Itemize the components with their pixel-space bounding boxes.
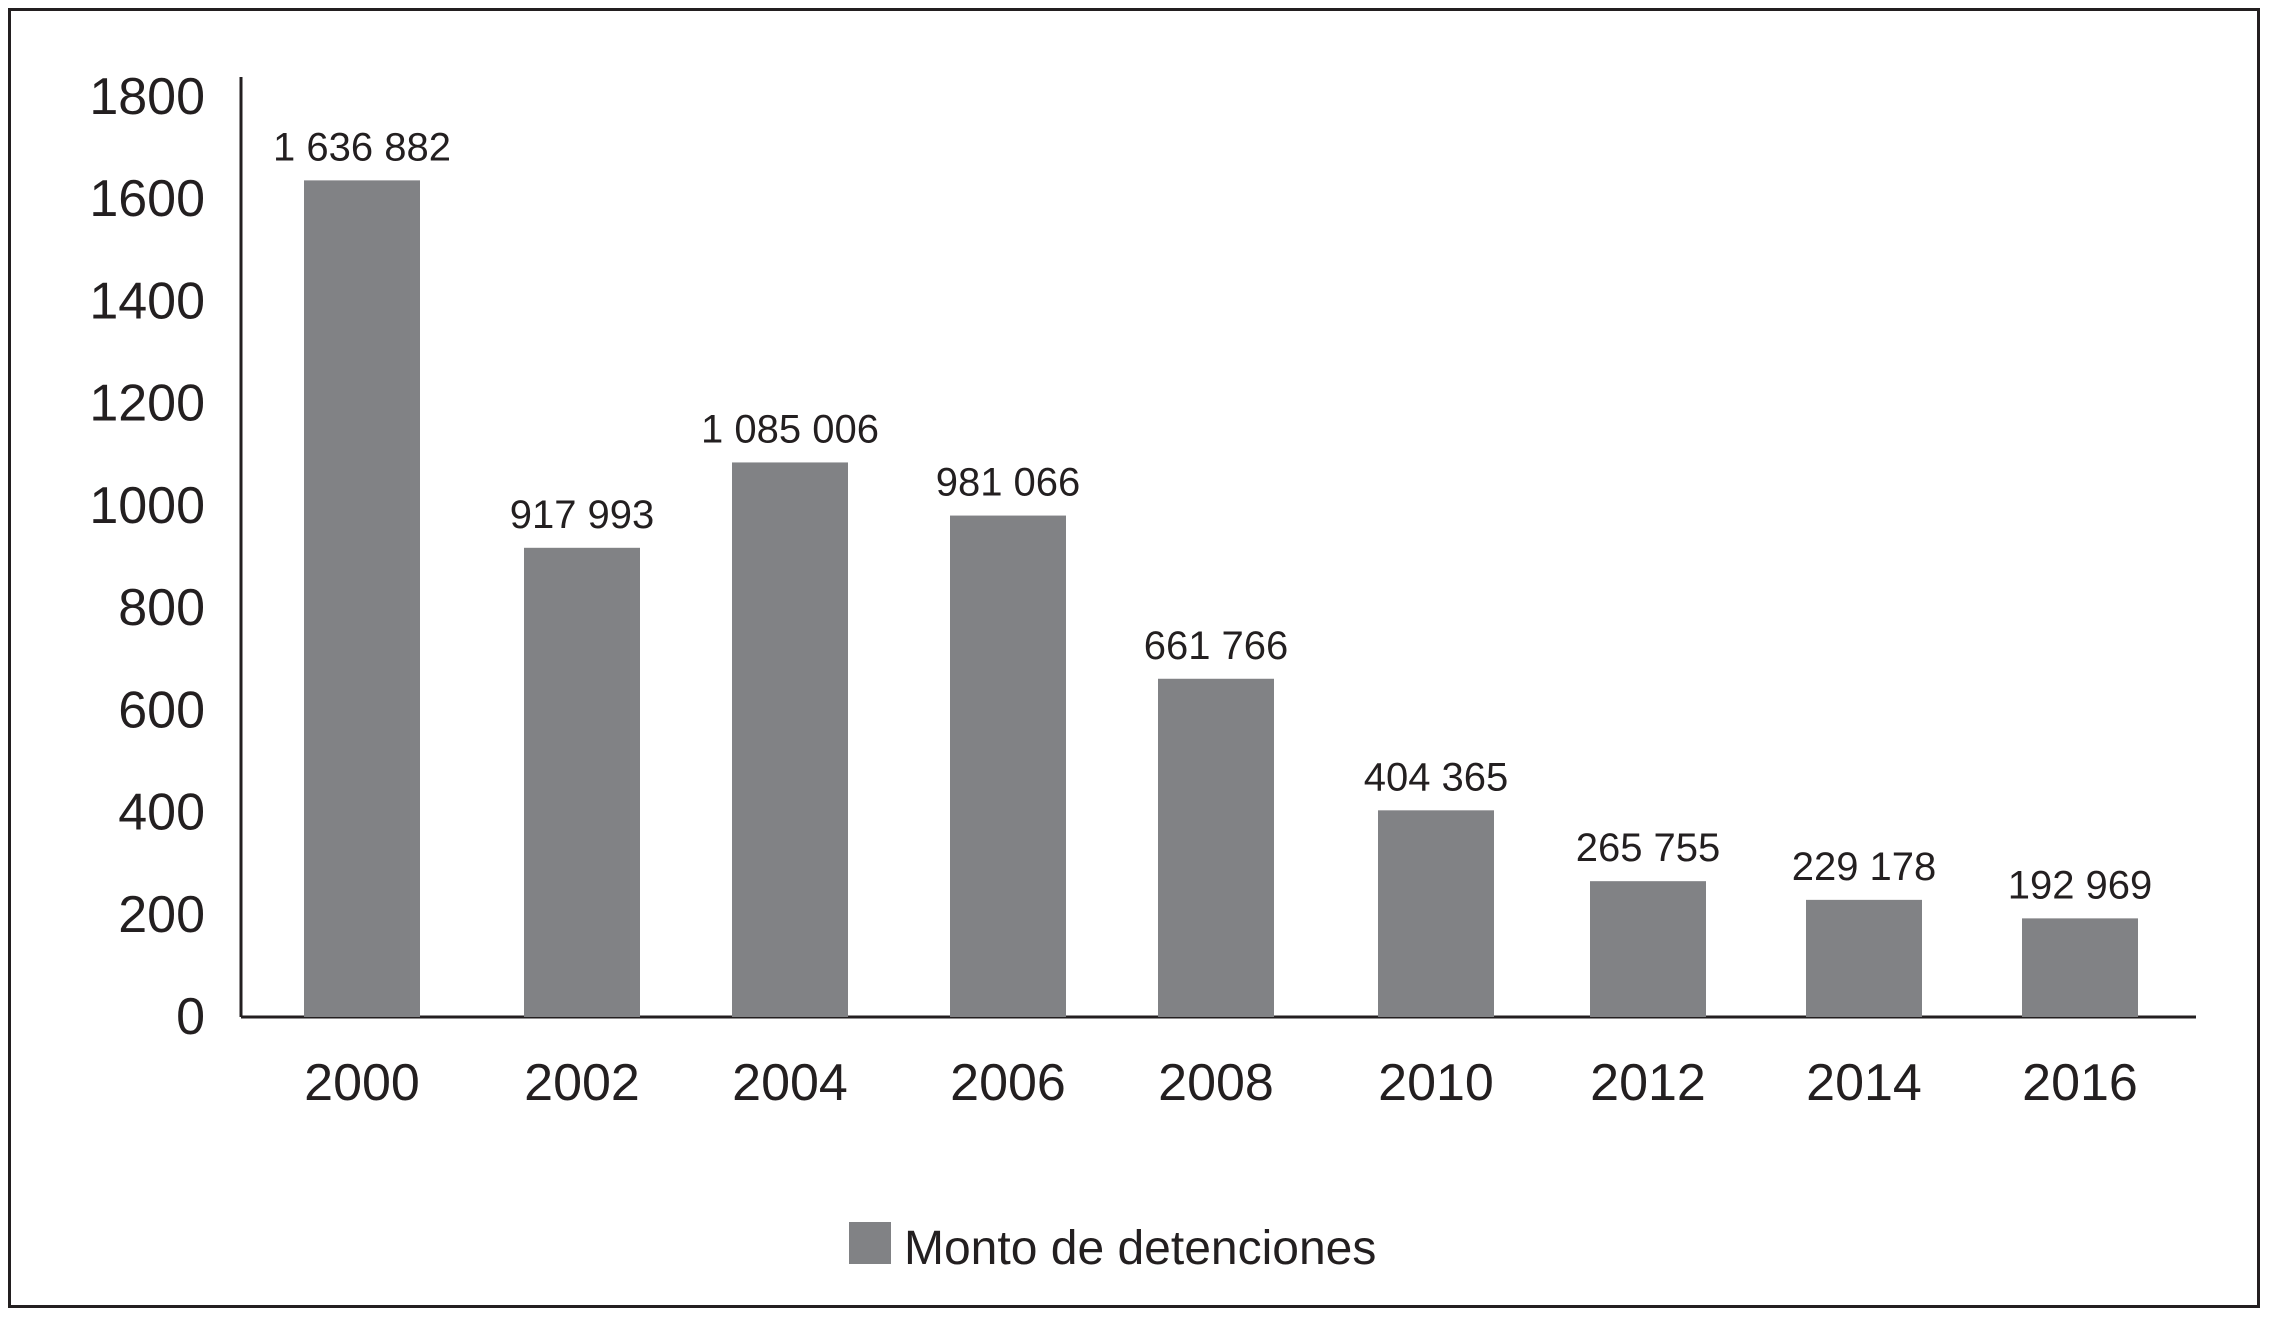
bar bbox=[732, 462, 848, 1017]
y-tick-label: 200 bbox=[118, 886, 205, 944]
data-label: 265 755 bbox=[1576, 826, 1721, 870]
x-tick-label: 2004 bbox=[732, 1054, 848, 1112]
data-label: 229 178 bbox=[1792, 845, 1937, 889]
y-tick-label: 400 bbox=[118, 784, 205, 842]
y-tick-label: 1000 bbox=[89, 477, 205, 535]
y-tick-label: 0 bbox=[176, 988, 205, 1046]
x-tick-label: 2006 bbox=[950, 1054, 1066, 1112]
bar bbox=[2022, 918, 2138, 1017]
chart-frame bbox=[8, 8, 2260, 1308]
bar bbox=[1806, 899, 1922, 1017]
x-tick-label: 2000 bbox=[304, 1054, 420, 1112]
bar bbox=[1158, 678, 1274, 1017]
data-label: 917 993 bbox=[510, 493, 655, 537]
y-tick-label: 1400 bbox=[89, 272, 205, 330]
x-tick-label: 2008 bbox=[1158, 1054, 1274, 1112]
x-tick-label: 2014 bbox=[1806, 1054, 1922, 1112]
data-label: 981 066 bbox=[936, 461, 1081, 505]
value-labels: 1 636 882 917 993 1 085 006 981 066 661 766 4… bbox=[273, 125, 2152, 907]
legend-swatch bbox=[849, 1222, 891, 1264]
y-tick-label: 1600 bbox=[89, 170, 205, 228]
bar bbox=[950, 515, 1066, 1017]
y-tick-label: 800 bbox=[118, 579, 205, 637]
bar bbox=[1590, 881, 1706, 1017]
bars bbox=[304, 180, 2138, 1017]
bar bbox=[1378, 810, 1494, 1017]
data-label: 1 636 882 bbox=[273, 125, 451, 169]
x-tick-label: 2016 bbox=[2022, 1054, 2138, 1112]
x-tick-label: 2010 bbox=[1378, 1054, 1494, 1112]
data-label: 661 766 bbox=[1144, 624, 1289, 668]
y-axis: 0 200 400 600 800 1000 1200 1400 1600 1800 bbox=[89, 68, 243, 1046]
y-tick-label: 600 bbox=[118, 681, 205, 739]
bar bbox=[304, 180, 420, 1017]
bar bbox=[524, 547, 640, 1017]
data-label: 1 085 006 bbox=[701, 407, 879, 451]
data-label: 192 969 bbox=[2008, 863, 2153, 907]
legend-label: Monto de detenciones bbox=[904, 1222, 1376, 1275]
y-tick-label: 1200 bbox=[89, 375, 205, 433]
legend: Monto de detenciones bbox=[849, 1222, 1376, 1275]
x-tick-label: 2002 bbox=[524, 1054, 640, 1112]
x-axis: 2000 2002 2004 2006 2008 2010 2012 2014 2016 bbox=[241, 1015, 2196, 1112]
y-tick-label: 1800 bbox=[89, 68, 205, 126]
x-tick-label: 2012 bbox=[1590, 1054, 1706, 1112]
data-label: 404 365 bbox=[1364, 755, 1509, 799]
